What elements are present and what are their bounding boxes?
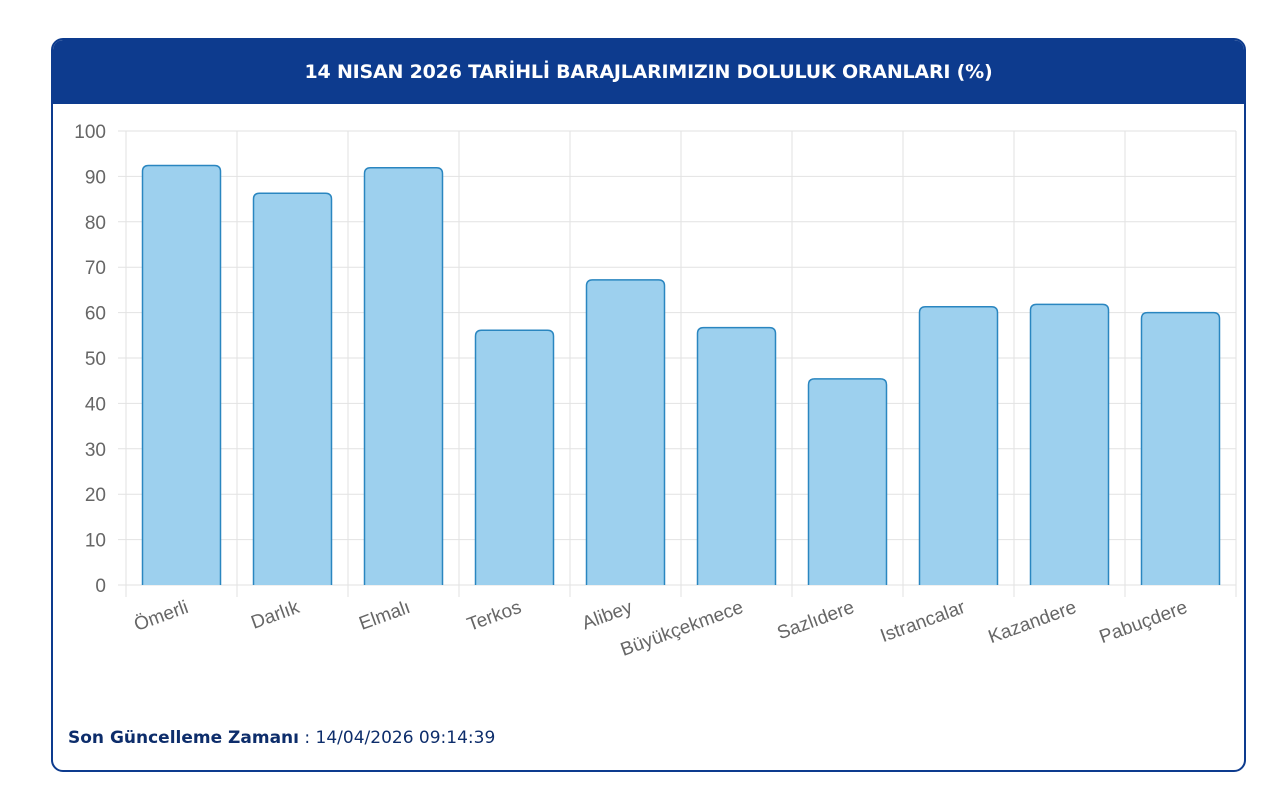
y-tick-label: 30 <box>85 440 106 461</box>
chart-title: 14 NISAN 2026 TARİHLİ BARAJLARIMIZIN DOL… <box>53 40 1244 104</box>
y-tick-label: 10 <box>85 531 106 552</box>
x-tick-label: Istrancalar <box>878 597 969 647</box>
x-tick-label: Sazlıdere <box>775 597 858 644</box>
last-update: Son Güncelleme Zamanı : 14/04/2026 09:14… <box>68 728 495 748</box>
x-tick-label: Ömerli <box>131 597 191 636</box>
y-tick-label: 20 <box>85 485 106 506</box>
last-update-label: Son Güncelleme Zamanı <box>68 728 299 748</box>
bar-darlık <box>252 192 333 585</box>
x-tick-label: Kazandere <box>986 597 1080 648</box>
x-tick-label: Büyükçekmece <box>618 597 746 661</box>
bar-alibey <box>585 279 666 585</box>
y-tick-label: 60 <box>85 304 106 325</box>
last-update-value: 14/04/2026 09:14:39 <box>315 728 496 748</box>
bar-terkos <box>474 329 555 585</box>
x-tick-label: Darlık <box>248 597 302 634</box>
bar-elmalı <box>363 167 444 585</box>
bar-büyükçekmece <box>696 326 777 585</box>
bar-pabuçdere <box>1140 311 1221 585</box>
x-tick-label: Alibey <box>579 597 635 635</box>
bar-sazlıdere <box>807 378 888 585</box>
last-update-separator: : <box>298 728 316 748</box>
x-tick-label: Pabuçdere <box>1097 597 1191 648</box>
y-tick-label: 50 <box>85 349 106 370</box>
y-tick-label: 0 <box>95 576 106 597</box>
y-tick-label: 90 <box>85 167 106 188</box>
y-tick-label: 100 <box>74 122 106 143</box>
x-tick-label: Terkos <box>464 597 524 636</box>
bar-istrancalar <box>918 305 999 585</box>
bar-kazandere <box>1029 303 1110 585</box>
bar-ömerli <box>141 164 222 585</box>
y-tick-label: 70 <box>85 258 106 279</box>
y-tick-label: 80 <box>85 213 106 234</box>
y-tick-label: 40 <box>85 394 106 415</box>
x-tick-label: Elmalı <box>356 597 413 635</box>
